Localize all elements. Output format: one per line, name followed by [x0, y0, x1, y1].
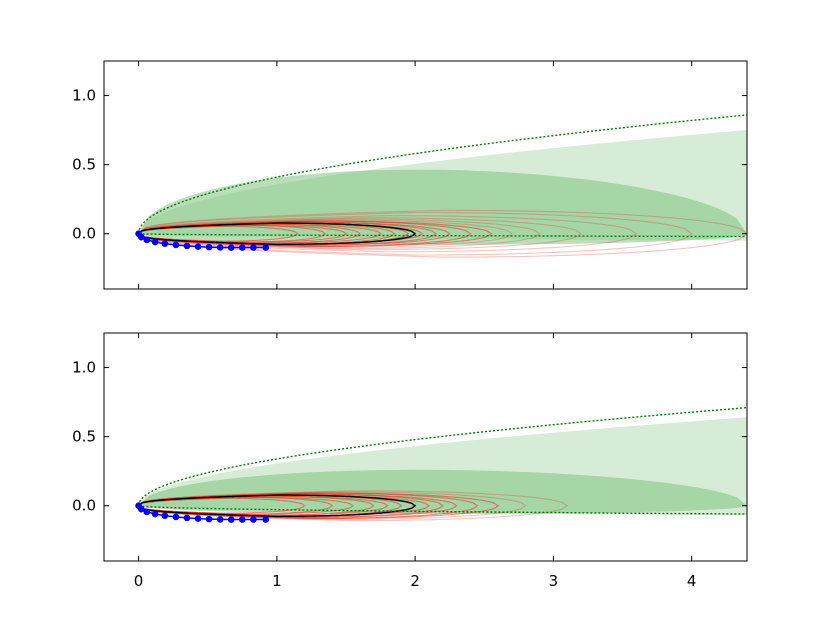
- sample-curve: [138, 492, 500, 520]
- observed-point: [238, 244, 246, 251]
- true-curve: [138, 222, 417, 246]
- sample-curve: [138, 490, 569, 522]
- observed-point: [151, 238, 159, 246]
- true-curve: [138, 494, 417, 518]
- observed-point: [183, 514, 191, 522]
- sample-curve: [138, 209, 747, 258]
- observed-point: [138, 233, 145, 241]
- top-panel: 0.0 0.5 1.0: [72, 60, 748, 290]
- x-tick-label: 0: [134, 572, 144, 590]
- y-tick-label: 0.0: [72, 225, 96, 243]
- observed-point: [172, 241, 180, 249]
- x-tick-label: 3: [549, 572, 559, 590]
- y-tick-label: 0.0: [72, 497, 96, 515]
- y-tick-label: 1.0: [72, 87, 96, 105]
- bottom-panel: 0 1 2 3 4 0.0 0.5 1.0: [72, 332, 748, 590]
- sample-curve: [138, 220, 493, 248]
- observed-point: [227, 516, 235, 523]
- observed-point: [262, 516, 270, 523]
- observed-point: [262, 244, 270, 251]
- observed-point: [205, 243, 213, 251]
- observed-point: [205, 515, 213, 523]
- observed-point: [250, 516, 257, 523]
- observed-point: [143, 508, 151, 516]
- observed-point: [227, 244, 235, 251]
- axes-frame: [103, 332, 748, 562]
- sample-curve: [138, 215, 638, 253]
- sample-curve: [138, 211, 693, 256]
- inner-confidence-band: [138, 469, 747, 514]
- observed-point: [138, 505, 145, 513]
- y-tick-label: 1.0: [72, 359, 96, 377]
- axes-frame: [103, 60, 748, 290]
- x-tick-label: 2: [410, 572, 420, 590]
- observed-point: [161, 512, 169, 519]
- observed-point: [250, 244, 257, 251]
- observed-point: [216, 244, 224, 251]
- plot-area: [135, 114, 747, 258]
- y-tick-label: 0.5: [72, 428, 96, 446]
- observed-point: [151, 510, 159, 518]
- y-tick-label: 0.5: [72, 156, 96, 174]
- upper-bound-line: [137, 114, 747, 234]
- plot-area: [135, 406, 747, 523]
- observed-point: [194, 243, 202, 250]
- lower-bound-line: [138, 233, 747, 238]
- x-tick-label: 1: [272, 572, 282, 590]
- x-tick-label: 4: [687, 572, 697, 590]
- sample-curve: [138, 218, 541, 250]
- observed-point: [183, 242, 191, 250]
- observed-point: [172, 513, 180, 521]
- observed-point: [194, 515, 202, 522]
- observed-point: [161, 240, 169, 247]
- observed-point: [216, 516, 224, 523]
- observed-point: [238, 516, 246, 523]
- sample-curve: [138, 217, 583, 251]
- lower-bound-line: [137, 505, 747, 515]
- upper-bound-line: [137, 406, 747, 506]
- observed-point: [143, 236, 151, 244]
